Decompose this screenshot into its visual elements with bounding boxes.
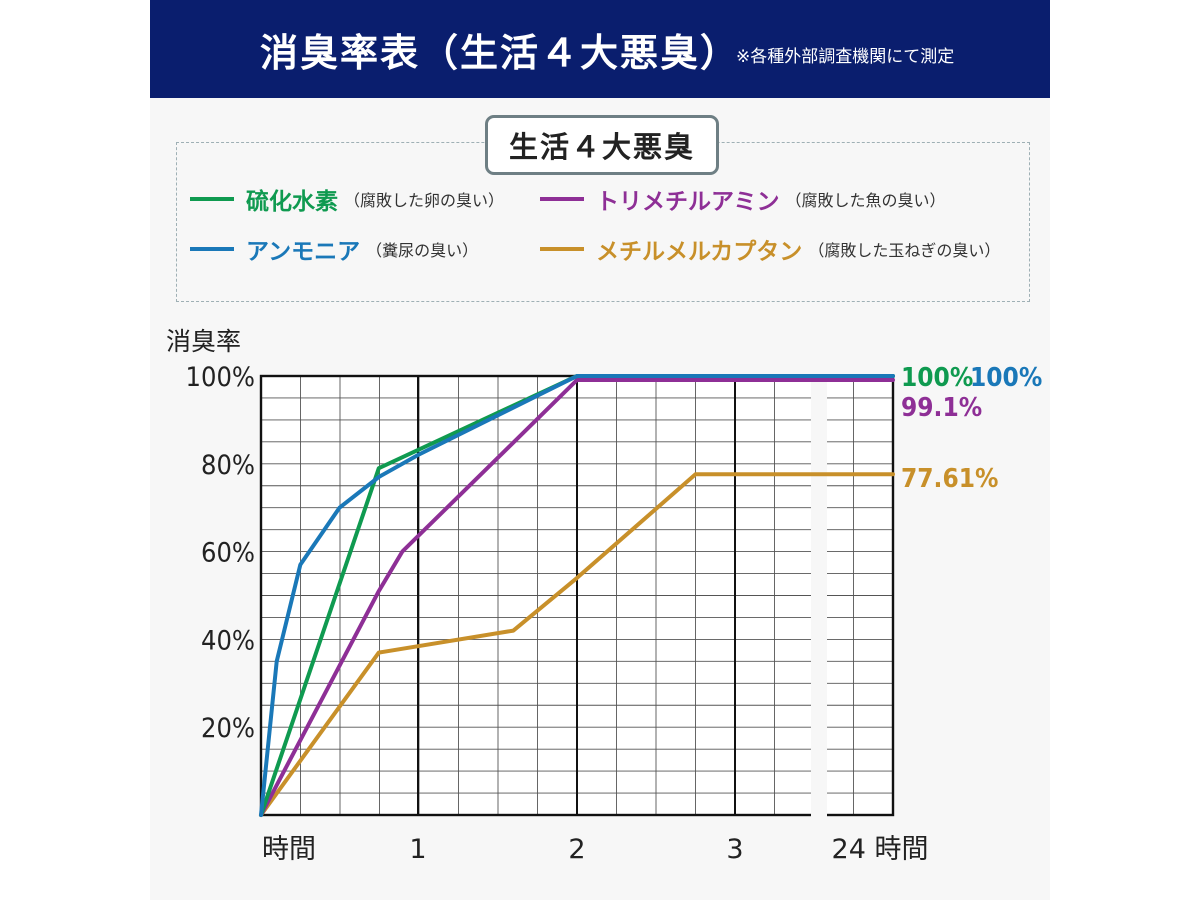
series-line	[259, 472, 895, 817]
x-tick-label: 1	[409, 834, 426, 865]
legend-item-hydrogen-sulfide: 硫化水素 （腐敗した卵の臭い）	[190, 182, 504, 216]
legend-desc: （腐敗した玉ねぎの臭い）	[808, 241, 1001, 260]
y-tick-label: 60%	[201, 538, 255, 569]
legend-swatch	[540, 197, 584, 201]
series-end-label: 100%	[970, 363, 1042, 393]
legend-name: メチルメルカプタン	[596, 239, 803, 265]
header-banner: 消臭率表（生活４大悪臭） ※各種外部調査機関にて測定	[150, 0, 1050, 98]
y-axis-title: 消臭率	[166, 327, 242, 356]
legend-name: トリメチルアミン	[596, 189, 780, 215]
grid-lines	[261, 376, 893, 815]
legend-name: 硫化水素	[246, 189, 338, 215]
y-tick-label: 20%	[201, 713, 255, 744]
series-end-label: 77.61%	[901, 464, 998, 494]
measurement-note: ※各種外部調査機関にて測定	[736, 47, 955, 67]
series-end-label: 100%	[901, 363, 973, 393]
legend-name: アンモニア	[246, 239, 361, 265]
y-tick-label: 40%	[201, 625, 255, 656]
legend-desc: （腐敗した卵の臭い）	[344, 191, 505, 210]
legend-item-methyl-mercaptan: メチルメルカプタン （腐敗した玉ねぎの臭い）	[540, 232, 1000, 266]
legend-desc: （糞尿の臭い）	[366, 241, 479, 260]
legend-swatch	[190, 247, 234, 251]
axis-break	[811, 372, 827, 819]
series-line	[259, 378, 895, 817]
legend-title: 生活４大悪臭	[485, 115, 719, 175]
legend-item-ammonia: アンモニア （糞尿の臭い）	[190, 232, 478, 266]
series-end-label: 99.1%	[901, 393, 982, 423]
y-tick-label: 100%	[186, 362, 255, 393]
legend-swatch	[190, 197, 234, 201]
page-title: 消臭率表（生活４大悪臭）	[260, 31, 741, 75]
series-line	[259, 374, 895, 817]
legend-swatch	[540, 247, 584, 251]
x-tick-label: 3	[726, 834, 743, 865]
legend-desc: （腐敗した魚の臭い）	[785, 191, 946, 210]
x-tick-label: 2	[568, 834, 585, 865]
x-tick-label: 時間	[262, 834, 316, 865]
legend-item-trimethylamine: トリメチルアミン （腐敗した魚の臭い）	[540, 182, 946, 216]
x-tick-label: 24 時間	[832, 834, 929, 865]
y-tick-label: 80%	[201, 450, 255, 481]
